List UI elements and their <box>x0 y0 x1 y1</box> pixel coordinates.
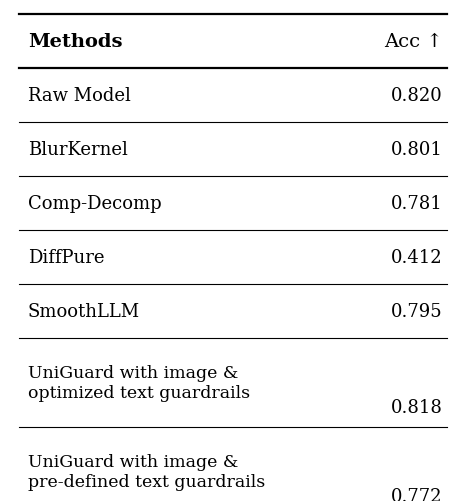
Text: 0.818: 0.818 <box>391 398 443 416</box>
Text: 0.772: 0.772 <box>391 487 443 501</box>
Text: 0.795: 0.795 <box>391 302 443 320</box>
Text: Methods: Methods <box>28 33 123 51</box>
Text: DiffPure: DiffPure <box>28 248 104 267</box>
Text: Raw Model: Raw Model <box>28 87 131 105</box>
Text: SmoothLLM: SmoothLLM <box>28 302 140 320</box>
Text: Acc ↑: Acc ↑ <box>384 33 443 51</box>
Text: UniGuard with image &
optimized text guardrails: UniGuard with image & optimized text gua… <box>28 364 250 401</box>
Text: Comp-Decomp: Comp-Decomp <box>28 194 162 212</box>
Text: UniGuard with image &
pre-defined text guardrails: UniGuard with image & pre-defined text g… <box>28 453 265 490</box>
Text: BlurKernel: BlurKernel <box>28 141 128 159</box>
Text: 0.820: 0.820 <box>391 87 443 105</box>
Text: 0.412: 0.412 <box>391 248 443 267</box>
Text: 0.801: 0.801 <box>391 141 443 159</box>
Text: 0.781: 0.781 <box>391 194 443 212</box>
